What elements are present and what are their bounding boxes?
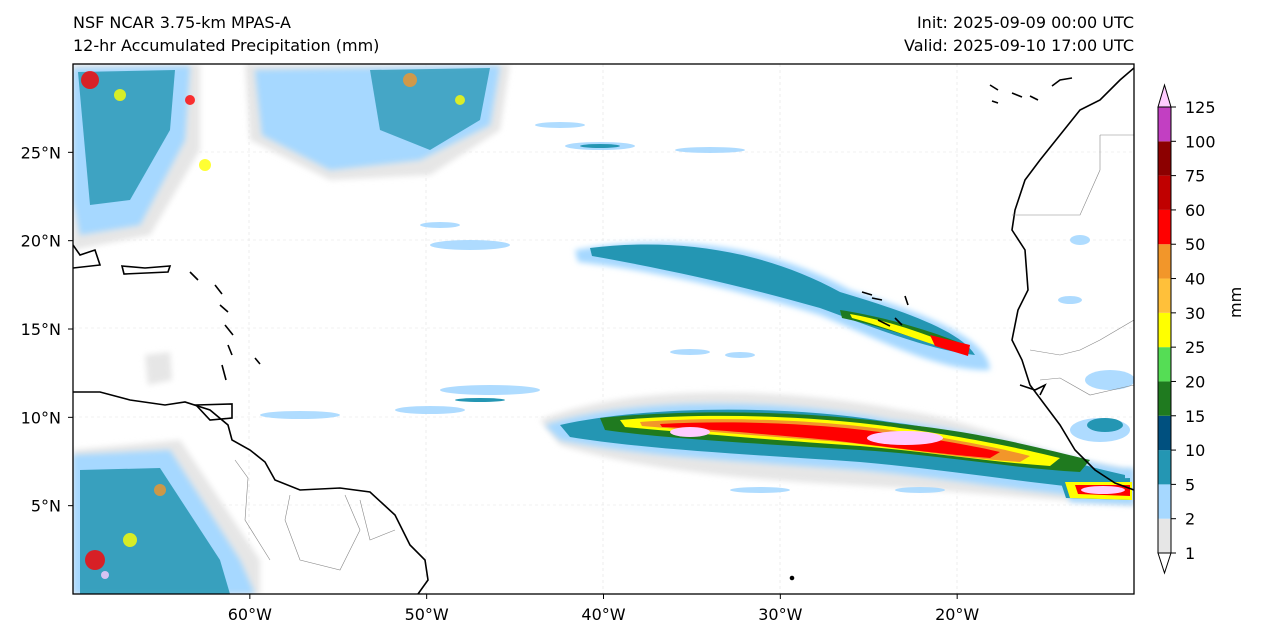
- lon-tick-label: 60°W: [228, 605, 272, 624]
- colorbar-tick-label: 60: [1185, 201, 1205, 220]
- colorbar-tick-label: 2: [1185, 510, 1195, 529]
- longitude-axis: 60°W 50°W 40°W 30°W 20°W: [228, 594, 979, 624]
- colorbar-tick-label: 50: [1185, 235, 1205, 254]
- model-title: NSF NCAR 3.75-km MPAS-A: [73, 13, 291, 32]
- colorbar-segment: [1158, 484, 1171, 519]
- lat-tick-label: 15°N: [21, 320, 61, 339]
- colorbar-over-arrow: [1157, 83, 1172, 108]
- coastlines: [73, 67, 1134, 594]
- colorbar-segment: [1158, 175, 1171, 210]
- colorbar-segment: [1158, 244, 1171, 279]
- colorbar-segment: [1158, 209, 1171, 245]
- colorbar-segment: [1158, 518, 1171, 553]
- precip-streaks: [260, 122, 1134, 493]
- colorbar-outline: [1157, 106, 1172, 554]
- colorbar-tick-label: 15: [1185, 407, 1205, 426]
- colorbar-under-arrow: [1157, 552, 1172, 575]
- colorbar-tick-label: 40: [1185, 270, 1205, 289]
- lat-tick-label: 10°N: [21, 408, 61, 427]
- lat-tick-label: 20°N: [21, 232, 61, 251]
- valid-time: Valid: 2025-09-10 17:00 UTC: [903, 36, 1134, 55]
- colorbar-tick-label: 125: [1185, 98, 1216, 117]
- colorbar-segment: [1158, 381, 1171, 416]
- colorbar-label: mm: [1226, 286, 1245, 318]
- lon-tick-label: 40°W: [581, 605, 625, 624]
- lon-tick-label: 30°W: [758, 605, 802, 624]
- colorbar-tick-label: 30: [1185, 304, 1205, 323]
- colorbar-segment: [1158, 415, 1171, 451]
- colorbar-tick-label: 1: [1185, 544, 1195, 563]
- colorbar-tick-label: 5: [1185, 475, 1195, 494]
- colorbar-segment: [1158, 450, 1171, 485]
- init-time: Init: 2025-09-09 00:00 UTC: [916, 13, 1134, 32]
- colorbar-segment: [1158, 107, 1171, 142]
- colorbar-segment: [1158, 347, 1171, 382]
- colorbar-tick-label: 75: [1185, 167, 1205, 186]
- field-title: 12-hr Accumulated Precipitation (mm): [73, 36, 380, 55]
- colorbar-segment: [1158, 278, 1171, 313]
- colorbar-tick-label: 20: [1185, 372, 1205, 391]
- colorbar-tick-label: 10: [1185, 441, 1205, 460]
- colorbar-tick-label: 25: [1185, 338, 1205, 357]
- lat-tick-label: 25°N: [21, 143, 61, 162]
- lat-tick-label: 5°N: [31, 497, 61, 516]
- latitude-axis: 5°N 10°N 15°N 20°N 25°N: [21, 143, 73, 516]
- precip-streaks-dark: [455, 144, 1123, 432]
- country-borders: [234, 134, 1134, 571]
- colorbar-segment: [1158, 312, 1171, 348]
- lon-tick-label: 50°W: [405, 605, 449, 624]
- precip-heavy: [81, 71, 1132, 579]
- colorbar-tick-label: 100: [1185, 132, 1216, 151]
- lon-tick-label: 20°W: [935, 605, 979, 624]
- colorbar-segment: [1158, 141, 1171, 176]
